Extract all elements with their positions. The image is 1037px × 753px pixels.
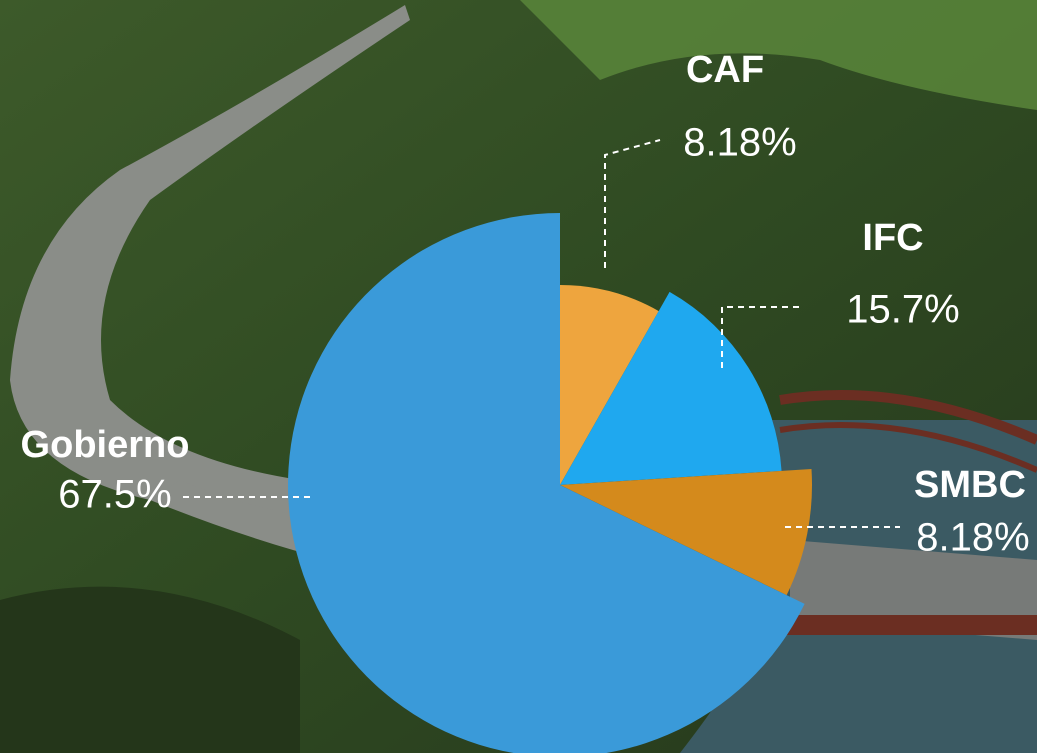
slice-name: CAF xyxy=(686,49,764,91)
page: CAF8.18%IFC15.7%SMBC8.18%Gobierno67.5% (… xyxy=(0,0,1037,753)
slice-value-label: 8.18% xyxy=(683,121,796,165)
slice-value-label: 8.18% xyxy=(916,516,1029,560)
slice-value-label: 67.5% xyxy=(58,473,171,517)
slice-name: SMBC xyxy=(914,464,1026,506)
chart: CAF 8.18% IFC 15.7% SMBC 8.18% Gobierno 67.5% xyxy=(0,0,1037,753)
slice-name: IFC xyxy=(862,217,923,259)
slice-value-label: 15.7% xyxy=(846,288,959,332)
slice-name: Gobierno xyxy=(21,424,190,466)
